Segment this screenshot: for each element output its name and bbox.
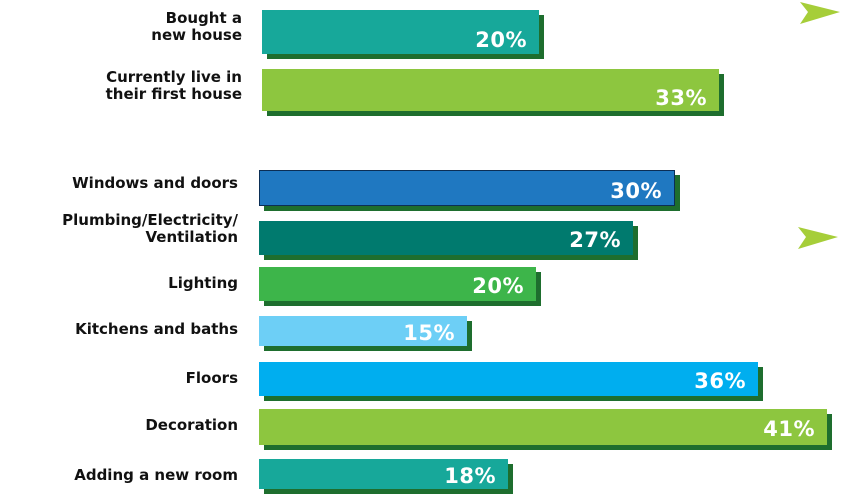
category-label: Lighting [168,274,238,292]
category-label: Adding a new room [74,466,238,484]
data-label: 20% [472,274,524,298]
data-label: 18% [444,464,496,488]
category-label: Bought a new house [151,9,242,44]
bar: 27% [259,221,633,255]
bar: 41% [259,409,827,445]
data-label: 30% [610,179,662,203]
data-label: 33% [655,86,707,110]
category-label: Kitchens and baths [75,320,238,338]
bar: 15% [259,316,467,346]
bar: 18% [259,459,508,489]
category-label: Floors [185,369,238,387]
category-label: Windows and doors [72,174,238,192]
category-label: Decoration [145,416,238,434]
bar: 20% [262,10,539,54]
category-label: Currently live in their first house [105,68,242,103]
bar: 30% [259,170,675,206]
arrow-icon-middle [798,227,838,249]
data-label: 41% [763,417,815,441]
bar: 20% [259,267,536,301]
bar: 36% [259,362,758,396]
arrow-icon-top [800,2,840,24]
bar: 33% [262,69,719,111]
data-label: 20% [475,28,527,52]
data-label: 36% [694,369,746,393]
data-label: 27% [569,228,621,252]
category-label: Plumbing/Electricity/ Ventilation [62,211,238,246]
data-label: 15% [403,321,455,345]
